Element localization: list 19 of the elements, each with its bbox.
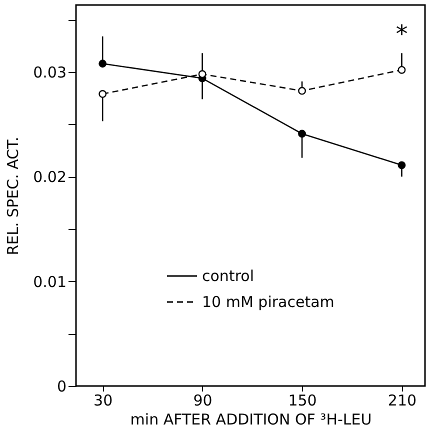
- y-tick-label: 0.03: [33, 63, 66, 82]
- point: [298, 130, 306, 138]
- x-tick-label: 90: [193, 392, 212, 410]
- x-tick-label: 30: [94, 392, 113, 410]
- y-tick-label: 0: [56, 378, 66, 396]
- x-tick-label: 150: [288, 392, 317, 410]
- point: [98, 60, 107, 68]
- point: [398, 161, 406, 170]
- point: [98, 90, 107, 98]
- legend-label: control: [202, 267, 254, 285]
- point: [298, 86, 306, 95]
- y-tick-label: 0.02: [33, 168, 66, 186]
- x-axis-title: min AFTER ADDITION OF ³H-LEU: [130, 410, 372, 428]
- annotation: *: [396, 20, 408, 48]
- x-tick-label: 210: [388, 392, 417, 410]
- point: [398, 66, 406, 74]
- legend-label: 10 mM piracetam: [202, 293, 334, 311]
- y-tick-label: 0.01: [33, 272, 66, 291]
- y-axis-title: REL. SPEC. ACT.: [4, 136, 22, 256]
